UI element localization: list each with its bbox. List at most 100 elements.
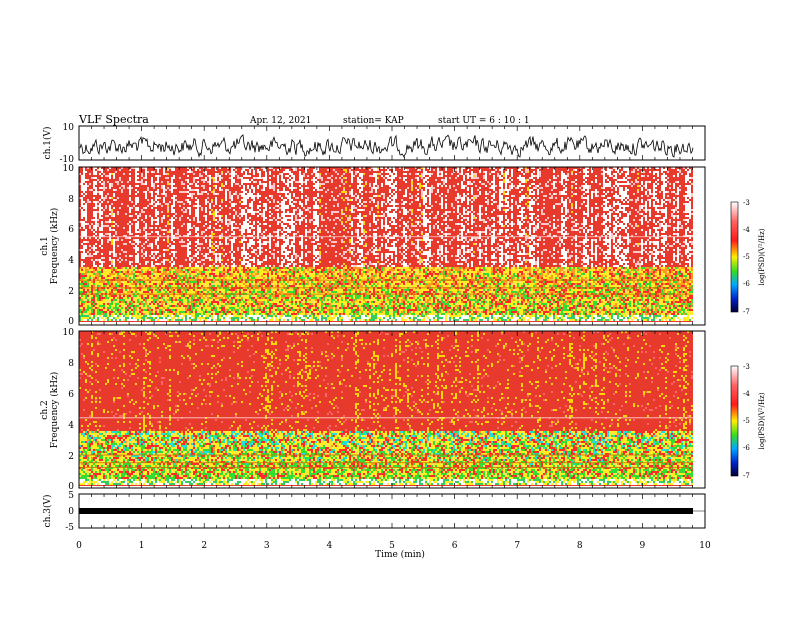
spectrogram-cell: [219, 217, 221, 219]
spectrogram-cell: [233, 271, 235, 273]
spectrogram-cell: [279, 195, 281, 197]
spectrogram-cell: [237, 281, 239, 283]
spectrogram-cell: [257, 291, 259, 293]
spectrogram-cell: [95, 217, 97, 219]
spectrogram-cell: [109, 289, 111, 291]
spectrogram-cell: [263, 303, 265, 305]
spectrogram-cell: [171, 233, 173, 235]
spectrogram-cell: [279, 291, 281, 293]
spectrogram-cell: [181, 299, 183, 301]
spectrogram-cell: [273, 275, 275, 277]
spectrogram-cell: [151, 315, 153, 317]
spectrogram-cell: [253, 303, 255, 305]
spectrogram-cell: [217, 259, 219, 261]
spectrogram-cell: [235, 277, 237, 279]
spectrogram-cell: [131, 201, 133, 203]
spectrogram-cell: [233, 175, 235, 177]
spectrogram-cell: [197, 285, 199, 287]
spectrogram-cell: [265, 283, 267, 285]
spectrogram-cell: [93, 277, 95, 279]
spectrogram-cell: [173, 315, 175, 317]
spectrogram-cell: [289, 297, 291, 299]
spectrogram-cell: [209, 315, 211, 317]
spectrogram-cell: [105, 319, 107, 321]
spectrogram-cell: [137, 201, 139, 203]
spectrogram-cell: [85, 289, 87, 291]
spectrogram-cell: [115, 297, 117, 299]
spectrogram-cell: [187, 195, 189, 197]
spectrogram-cell: [107, 299, 109, 301]
spectrogram-cell: [175, 289, 177, 291]
spectrogram-cell: [257, 215, 259, 217]
spectrogram-cell: [113, 175, 115, 177]
spectrogram-cell: [127, 317, 129, 319]
spectrogram-cell: [251, 207, 253, 209]
spectrogram-cell: [137, 269, 139, 271]
spectrogram-cell: [269, 303, 271, 305]
spectrogram-cell: [185, 273, 187, 275]
spectrogram-cell: [205, 311, 207, 313]
spectrogram-cell: [87, 267, 89, 269]
spectrogram-cell: [173, 205, 175, 207]
spectrogram-cell: [161, 291, 163, 293]
spectrogram-cell: [167, 239, 169, 241]
spectrogram-cell: [135, 189, 137, 191]
spectrogram-cell: [215, 213, 217, 215]
spectrogram-cell: [95, 301, 97, 303]
spectrogram-cell: [247, 291, 249, 293]
spectrogram-cell: [263, 307, 265, 309]
spectrogram-cell: [113, 275, 115, 277]
spectrogram-cell: [85, 171, 87, 173]
spectrogram-cell: [277, 209, 279, 211]
spectrogram-cell: [83, 319, 85, 321]
spectrogram-cell: [131, 291, 133, 293]
spectrogram-cell: [293, 211, 295, 213]
spectrogram-cell: [147, 295, 149, 297]
spectrogram-cell: [261, 289, 263, 291]
spectrogram-cell: [233, 313, 235, 315]
spectrogram-cell: [97, 305, 99, 307]
spectrogram-cell: [83, 315, 85, 317]
spectrogram-cell: [287, 315, 289, 317]
spectrogram-cell: [101, 239, 103, 241]
spectrogram-cell: [153, 273, 155, 275]
spectrogram-cell: [217, 277, 219, 279]
spectrogram-cell: [279, 313, 281, 315]
spectrogram-cell: [247, 265, 249, 267]
spectrogram-cell: [253, 277, 255, 279]
spectrogram-cell: [191, 305, 193, 307]
spectrogram-cell: [207, 277, 209, 279]
spectrogram-cell: [103, 299, 105, 301]
spectrogram-cell: [253, 291, 255, 293]
spectrogram-cell: [175, 195, 177, 197]
spectrogram-cell: [285, 271, 287, 273]
spectrogram-cell: [245, 179, 247, 181]
spectrogram-cell: [101, 285, 103, 287]
spectrogram-cell: [101, 223, 103, 225]
spectrogram-cell: [127, 283, 129, 285]
spectrogram-cell: [169, 247, 171, 249]
spectrogram-cell: [151, 193, 153, 195]
spectrogram-cell: [221, 201, 223, 203]
spectrogram-cell: [271, 267, 273, 269]
spectrogram-cell: [225, 205, 227, 207]
spectrogram-cell: [163, 215, 165, 217]
spectrogram-cell: [211, 315, 213, 317]
spectrogram-cell: [201, 301, 203, 303]
spectrogram-cell: [111, 283, 113, 285]
spectrogram-cell: [255, 281, 257, 283]
spectrogram-cell: [81, 299, 83, 301]
spectrogram-cell: [225, 173, 227, 175]
spectrogram-cell: [289, 271, 291, 273]
spectrogram-cell: [227, 295, 229, 297]
spectrogram-cell: [195, 307, 197, 309]
spectrogram-cell: [117, 317, 119, 319]
spectrogram-cell: [285, 277, 287, 279]
spectrogram-cell: [89, 183, 91, 185]
spectrogram-cell: [247, 305, 249, 307]
spectrogram-cell: [221, 283, 223, 285]
spectrogram-cell: [209, 303, 211, 305]
spectrogram-cell: [283, 199, 285, 201]
spectrogram-cell: [97, 223, 99, 225]
spectrogram-cell: [249, 217, 251, 219]
